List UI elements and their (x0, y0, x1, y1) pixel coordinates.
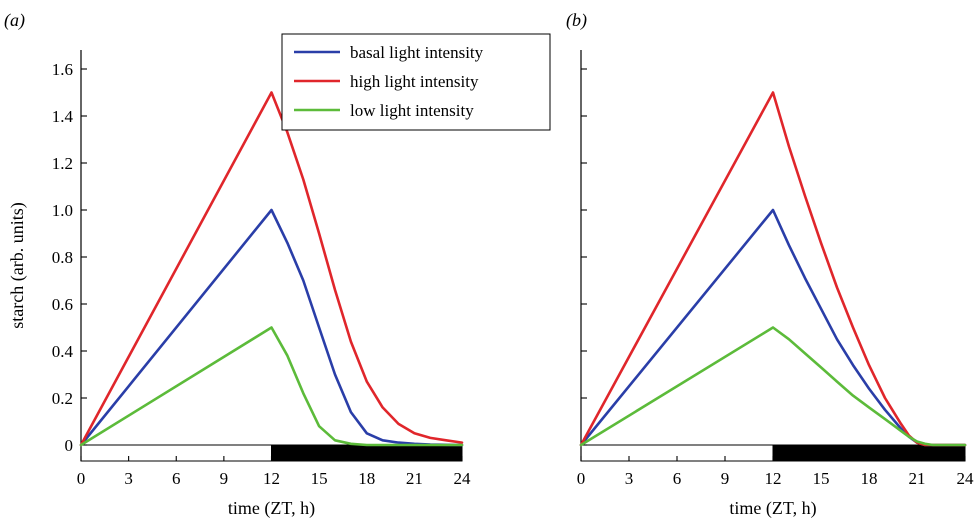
series-line-low-light-intensity (79, 326, 464, 447)
x-tick-label: 18 (358, 469, 375, 488)
chart-panel-1: (b) 0 3 6 9 12 15 18 21 24 time (ZT, h) (566, 10, 974, 519)
y-tick-label: 1.6 (52, 60, 73, 79)
x-axis-label: time (ZT, h) (228, 498, 315, 519)
x-tick-label: 3 (124, 469, 133, 488)
x-tick-label: 24 (957, 469, 975, 488)
panel-tag: (b) (566, 10, 587, 31)
y-tick-label: 1.0 (52, 201, 73, 220)
y-tick-label: 0.2 (52, 389, 73, 408)
legend-label: basal light intensity (350, 43, 484, 62)
x-tick-label: 6 (172, 469, 181, 488)
y-tick-label: 0 (65, 436, 74, 455)
x-tick-label: 21 (909, 469, 926, 488)
y-axis-label: starch (arb. units) (7, 202, 28, 328)
x-tick-label: 12 (765, 469, 782, 488)
x-tick-label: 24 (454, 469, 472, 488)
legend-label: high light intensity (350, 72, 479, 91)
y-tick-label: 1.2 (52, 154, 73, 173)
x-tick-label: 0 (577, 469, 586, 488)
x-tick-label: 6 (673, 469, 682, 488)
x-tick-label: 3 (625, 469, 634, 488)
panel-tag: (a) (4, 10, 25, 31)
x-tick-label: 15 (311, 469, 328, 488)
x-tick-label: 9 (721, 469, 730, 488)
y-tick-label: 0.8 (52, 248, 73, 267)
chart-panel-0: (a) 0 0.2 0.4 0.6 0.8 1.0 1.2 1.4 1.6 0 3 6 9 12 15 18 21… (4, 10, 551, 519)
y-tick-label: 1.4 (52, 107, 74, 126)
x-tick-label: 9 (220, 469, 229, 488)
series-line-high-light-intensity (579, 91, 967, 447)
legend-label: low light intensity (350, 101, 474, 120)
legend: basal light intensity high light intensit… (281, 33, 551, 131)
x-tick-label: 21 (406, 469, 423, 488)
x-tick-label: 12 (263, 469, 280, 488)
x-axis-label: time (ZT, h) (729, 498, 816, 519)
series-line-high-light-intensity (79, 91, 464, 447)
x-tick-label: 0 (77, 469, 86, 488)
y-tick-label: 0.6 (52, 295, 73, 314)
x-tick-label: 15 (813, 469, 830, 488)
x-tick-label: 18 (861, 469, 878, 488)
series-line-low-light-intensity (579, 326, 967, 447)
y-tick-label: 0.4 (52, 342, 74, 361)
